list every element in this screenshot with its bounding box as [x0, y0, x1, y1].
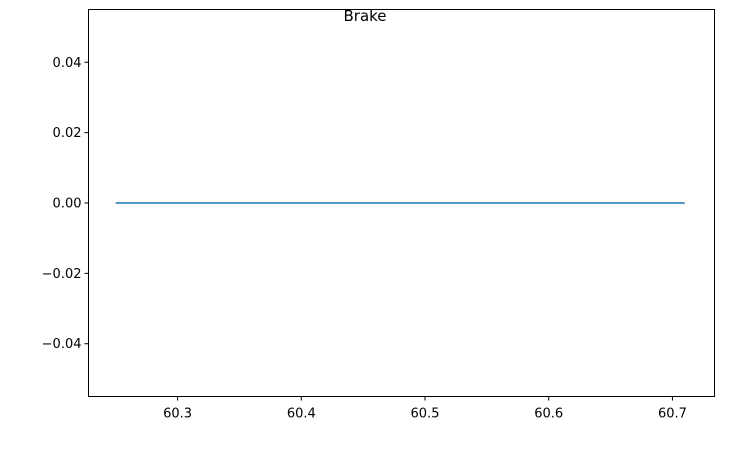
x-tick-label: 60.6	[534, 407, 563, 422]
x-axis: 60.3 60.4 60.5 60.6 60.7	[163, 396, 687, 422]
y-tick-label: 0.02	[53, 126, 82, 141]
x-tick-label: 60.7	[658, 407, 687, 422]
y-tick-label: −0.04	[42, 337, 82, 352]
x-tick-label: 60.5	[411, 407, 440, 422]
x-tick-label: 60.3	[163, 407, 192, 422]
x-tick-label: 60.4	[287, 407, 316, 422]
y-tick-label: 0.00	[53, 197, 82, 212]
y-axis: 0.04 0.02 0.00 −0.02 −0.04	[42, 56, 89, 352]
y-tick-label: −0.02	[42, 267, 82, 282]
y-tick-label: 0.04	[53, 56, 82, 71]
chart-title: Brake	[343, 7, 386, 25]
